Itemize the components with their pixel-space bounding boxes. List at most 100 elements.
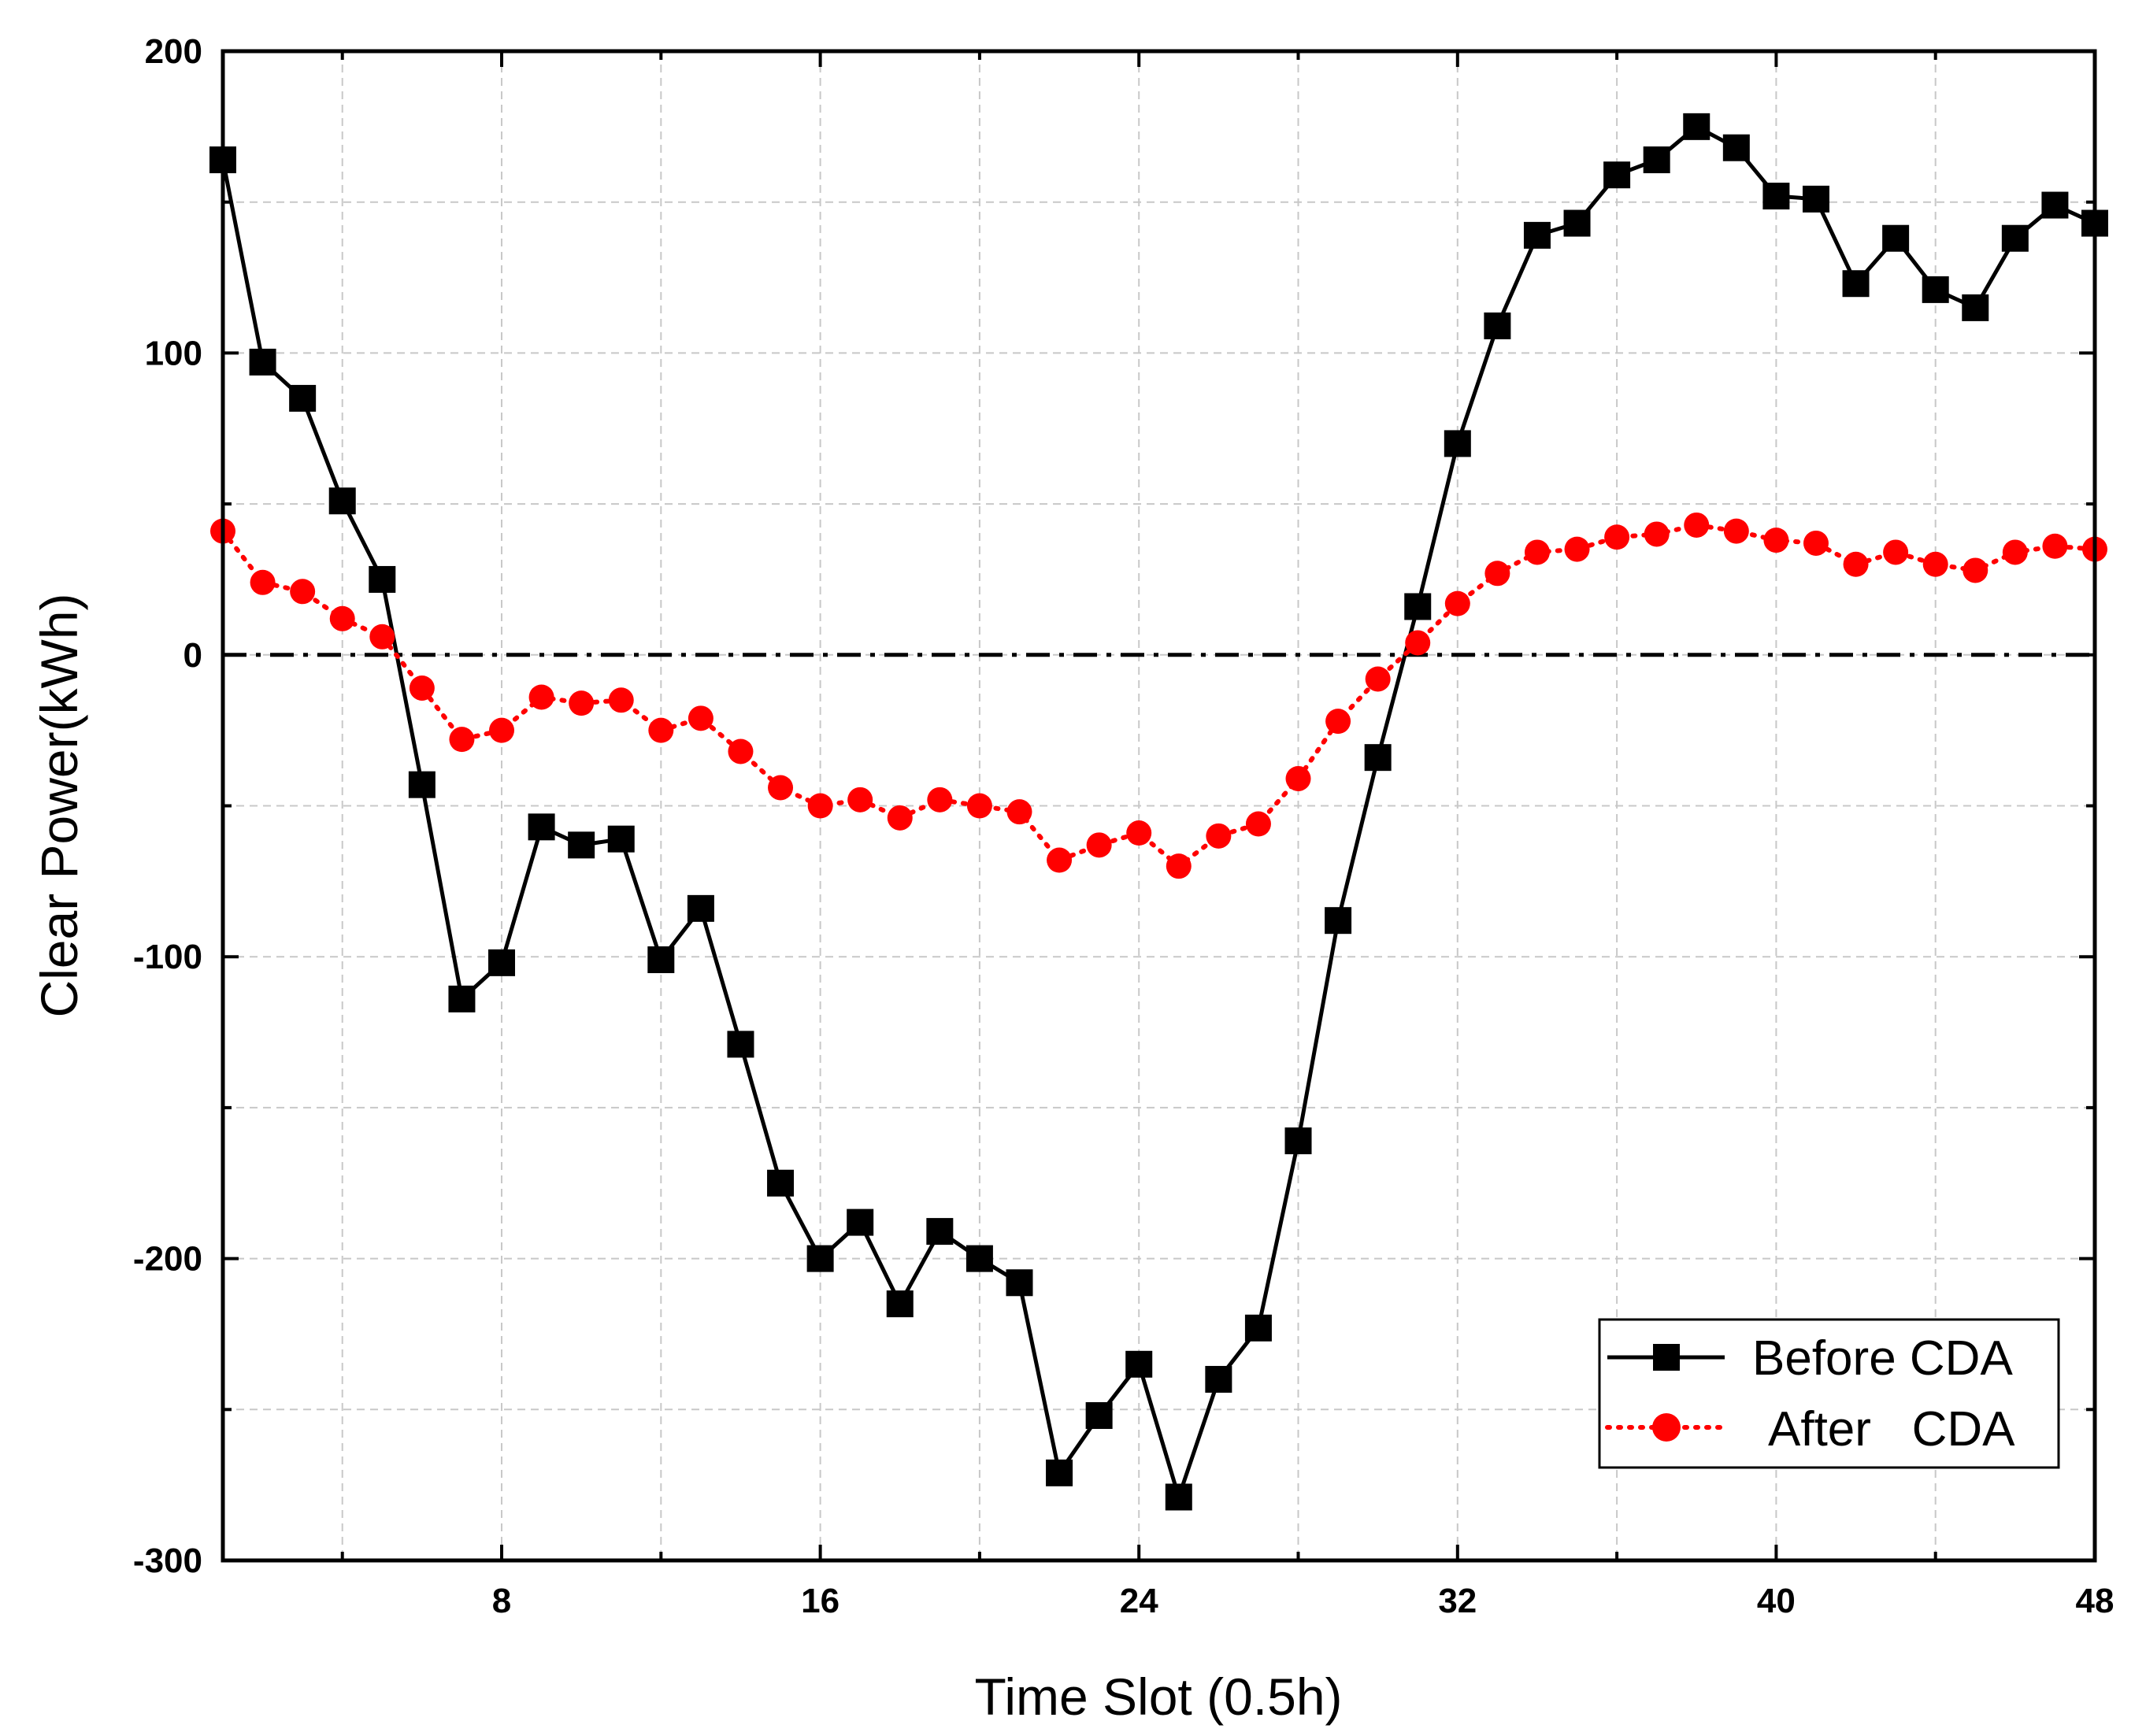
data-point-after-cda bbox=[569, 690, 595, 716]
legend-marker-before-cda bbox=[1653, 1344, 1680, 1371]
data-point-after-cda bbox=[1285, 765, 1311, 791]
data-point-after-cda bbox=[329, 605, 355, 631]
data-point-before-cda bbox=[767, 1169, 795, 1197]
data-point-after-cda bbox=[1922, 551, 1948, 577]
data-point-before-cda bbox=[1962, 294, 1989, 321]
data-point-after-cda bbox=[807, 793, 833, 819]
data-point-before-cda bbox=[1563, 209, 1591, 237]
data-point-before-cda bbox=[1882, 224, 1910, 252]
data-point-after-cda bbox=[1843, 551, 1869, 577]
data-point-after-cda bbox=[1883, 539, 1909, 565]
data-point-after-cda bbox=[608, 687, 634, 713]
data-point-after-cda bbox=[1126, 820, 1152, 846]
legend-label-after-cda: After CDA bbox=[1768, 1402, 2015, 1457]
data-point-before-cda bbox=[408, 771, 436, 798]
series-group bbox=[209, 113, 2108, 1511]
data-point-before-cda bbox=[1244, 1314, 1272, 1342]
data-point-after-cda bbox=[1484, 561, 1510, 587]
data-point-after-cda bbox=[847, 787, 873, 812]
legend: Before CDA After CDA bbox=[1598, 1318, 2060, 1469]
data-point-before-cda bbox=[1006, 1269, 1033, 1297]
data-point-before-cda bbox=[1762, 183, 1790, 210]
data-point-before-cda bbox=[727, 1031, 754, 1058]
data-point-after-cda bbox=[1963, 557, 1988, 583]
y-tick-label: -200 bbox=[133, 1240, 202, 1279]
data-point-after-cda bbox=[369, 624, 395, 650]
data-point-before-cda bbox=[1603, 161, 1631, 189]
data-point-before-cda bbox=[2041, 191, 2069, 219]
data-point-before-cda bbox=[1404, 593, 1432, 620]
data-point-after-cda bbox=[1047, 847, 1073, 873]
data-point-after-cda bbox=[768, 775, 794, 801]
data-point-before-cda bbox=[488, 949, 516, 976]
data-point-after-cda bbox=[1723, 518, 1749, 544]
data-point-before-cda bbox=[1165, 1483, 1192, 1511]
data-point-after-cda bbox=[887, 805, 913, 831]
data-point-before-cda bbox=[1683, 113, 1710, 140]
data-point-after-cda bbox=[1803, 530, 1829, 556]
data-point-before-cda bbox=[806, 1245, 834, 1272]
data-point-before-cda bbox=[2001, 224, 2029, 252]
x-axis-title: Time Slot (0.5h) bbox=[974, 1668, 1342, 1726]
data-point-before-cda bbox=[1205, 1365, 1232, 1393]
data-point-before-cda bbox=[1643, 146, 1670, 174]
data-point-after-cda bbox=[1245, 811, 1271, 837]
tick-labels: 8 16 24 32 40 48 -300 -200 -100 0 100 200 bbox=[133, 32, 2114, 1620]
data-point-before-cda bbox=[1802, 185, 1829, 213]
data-point-after-cda bbox=[250, 569, 276, 595]
data-point-before-cda bbox=[568, 831, 595, 859]
y-tick-label: 0 bbox=[183, 636, 202, 675]
data-point-before-cda bbox=[1842, 270, 1870, 298]
data-point-after-cda bbox=[409, 675, 435, 701]
y-tick-label: 200 bbox=[145, 32, 202, 71]
data-point-before-cda bbox=[847, 1209, 874, 1236]
data-point-before-cda bbox=[1085, 1401, 1113, 1429]
data-point-after-cda bbox=[728, 738, 754, 764]
data-point-after-cda bbox=[927, 787, 953, 812]
data-point-after-cda bbox=[2042, 533, 2068, 559]
data-point-after-cda bbox=[648, 717, 674, 743]
data-point-before-cda bbox=[966, 1245, 993, 1272]
data-point-after-cda bbox=[1524, 539, 1550, 565]
data-point-before-cda bbox=[328, 487, 356, 515]
data-point-before-cda bbox=[1046, 1459, 1073, 1486]
data-point-before-cda bbox=[886, 1290, 914, 1318]
x-tick-label: 8 bbox=[492, 1582, 511, 1620]
y-tick-label: 100 bbox=[145, 334, 202, 372]
data-point-after-cda bbox=[1405, 630, 1431, 656]
y-tick-label: -300 bbox=[133, 1542, 202, 1580]
data-point-before-cda bbox=[1484, 312, 1511, 339]
data-point-after-cda bbox=[1365, 666, 1391, 692]
data-point-after-cda bbox=[1086, 832, 1112, 858]
data-point-after-cda bbox=[1006, 799, 1032, 825]
data-point-before-cda bbox=[1523, 221, 1551, 249]
data-point-after-cda bbox=[1564, 536, 1590, 562]
x-tick-label: 48 bbox=[2076, 1582, 2114, 1620]
data-point-before-cda bbox=[1922, 276, 1949, 303]
data-point-before-cda bbox=[1364, 744, 1392, 772]
data-point-after-cda bbox=[1444, 590, 1470, 616]
legend-marker-after-cda bbox=[1652, 1413, 1681, 1442]
legend-label-before-cda: Before CDA bbox=[1752, 1331, 2013, 1386]
data-point-before-cda bbox=[249, 348, 276, 376]
data-point-before-cda bbox=[1325, 907, 1352, 935]
data-point-after-cda bbox=[1325, 709, 1351, 735]
data-point-after-cda bbox=[528, 684, 554, 710]
x-tick-label: 24 bbox=[1120, 1582, 1158, 1620]
x-tick-label: 32 bbox=[1438, 1582, 1477, 1620]
axis-ticks bbox=[223, 50, 2096, 1562]
y-tick-label: -100 bbox=[133, 938, 202, 976]
data-point-before-cda bbox=[448, 985, 476, 1012]
data-point-before-cda bbox=[607, 825, 635, 853]
data-point-after-cda bbox=[966, 793, 992, 819]
data-point-before-cda bbox=[369, 565, 396, 593]
data-point-before-cda bbox=[1722, 134, 1750, 161]
x-tick-label: 40 bbox=[1757, 1582, 1796, 1620]
data-point-before-cda bbox=[926, 1218, 954, 1246]
data-point-before-cda bbox=[289, 384, 317, 412]
data-point-before-cda bbox=[647, 946, 675, 974]
data-point-before-cda bbox=[687, 894, 714, 922]
data-point-before-cda bbox=[1125, 1350, 1153, 1378]
series-after-cda bbox=[210, 512, 2107, 879]
